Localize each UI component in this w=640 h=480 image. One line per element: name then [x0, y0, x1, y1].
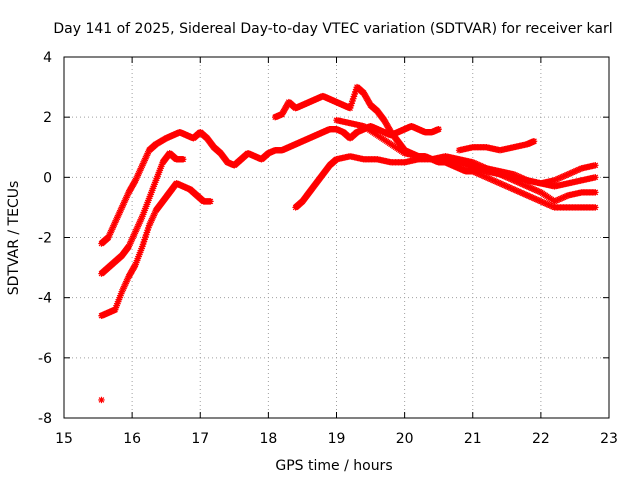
axis-ticks: 15 16 17 18 19 20 21 22 23 -8 -6 -4 -2 0 2 4 — [38, 50, 618, 447]
x-tick-label: 20 — [396, 431, 414, 447]
y-tick-label: -4 — [38, 291, 52, 307]
series-track-h — [455, 138, 538, 154]
x-axis-label: GPS time / hours — [275, 458, 392, 474]
x-tick-label: 18 — [259, 431, 277, 447]
y-tick-label: -6 — [38, 351, 52, 367]
chart-title: Day 141 of 2025, Sidereal Day-to-day VTE… — [53, 21, 612, 37]
x-tick-label: 19 — [328, 431, 346, 447]
x-tick-label: 22 — [532, 431, 550, 447]
data-point — [592, 174, 599, 181]
data-point — [98, 396, 105, 404]
x-tick-label: 17 — [191, 431, 209, 447]
data-point — [180, 156, 187, 163]
series-track-i — [455, 159, 599, 187]
y-tick-label: -2 — [38, 231, 52, 247]
data-point — [592, 204, 599, 211]
x-tick-label: 15 — [55, 431, 73, 447]
data-points — [98, 83, 599, 404]
x-tick-label: 23 — [600, 431, 618, 447]
data-point — [435, 126, 442, 133]
series-track-d — [98, 396, 105, 404]
series-track-c — [98, 180, 214, 319]
y-axis-label: SDTVAR / TECUs — [6, 181, 22, 296]
y-tick-label: 4 — [43, 50, 52, 66]
x-tick-label: 16 — [123, 431, 141, 447]
data-point — [207, 198, 214, 205]
y-tick-label: 0 — [43, 170, 52, 186]
series-track-b — [98, 150, 187, 277]
data-point — [592, 162, 599, 169]
data-point — [530, 138, 538, 145]
y-tick-label: -8 — [38, 411, 52, 427]
x-tick-label: 21 — [464, 431, 482, 447]
data-point — [592, 189, 599, 196]
y-tick-label: 2 — [43, 110, 52, 126]
